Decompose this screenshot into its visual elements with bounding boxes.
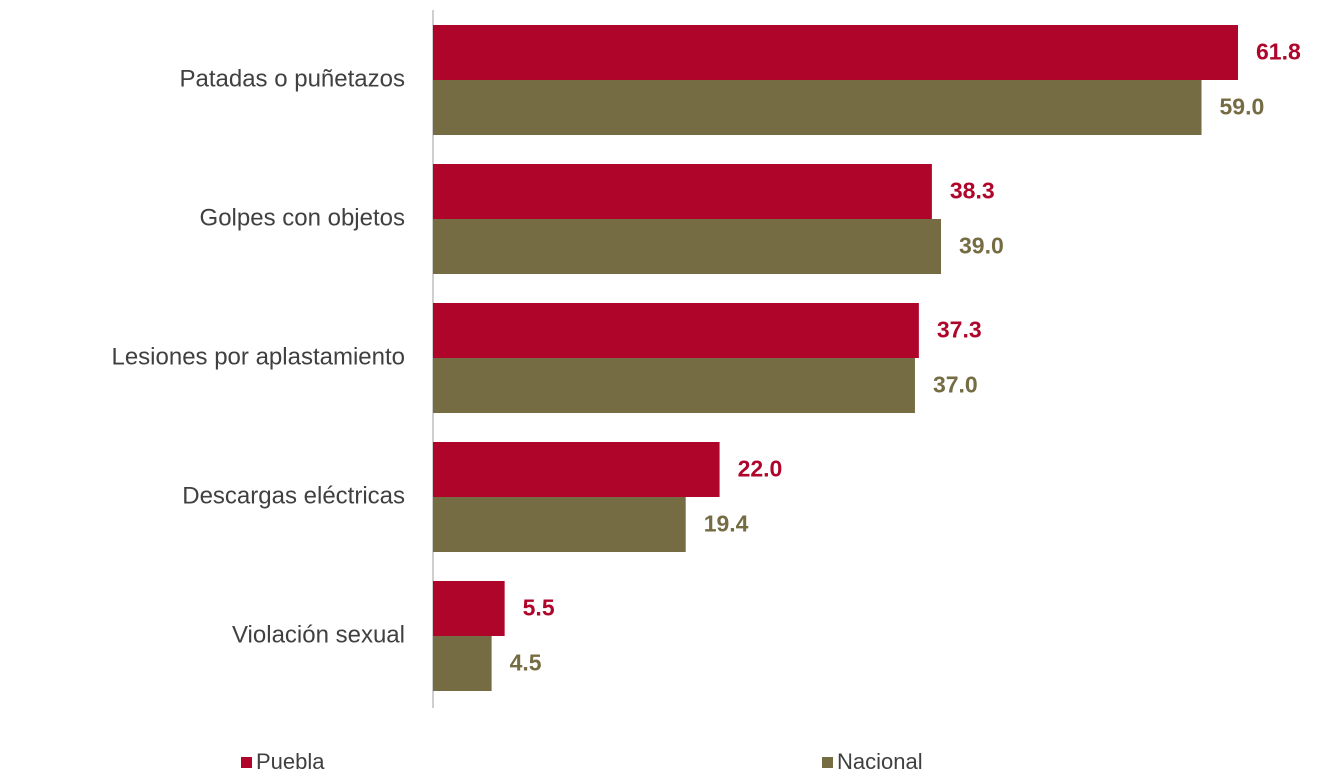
bar (433, 303, 919, 358)
data-label: 22.0 (738, 456, 783, 482)
data-label: 61.8 (1256, 39, 1301, 65)
legend-label: Puebla (256, 749, 325, 774)
legend-swatch (241, 757, 252, 768)
data-label: 4.5 (510, 650, 542, 676)
category-label: Violación sexual (232, 621, 405, 648)
data-label: 19.4 (704, 511, 749, 537)
legend-swatch (822, 757, 833, 768)
data-label: 5.5 (523, 595, 555, 621)
bar (433, 164, 932, 219)
bar (433, 442, 720, 497)
data-label: 38.3 (950, 178, 995, 204)
category-label: Golpes con objetos (200, 204, 405, 231)
bar (433, 219, 942, 274)
bar (433, 80, 1202, 135)
category-label: Patadas o puñetazos (179, 65, 405, 92)
category-label: Lesiones por aplastamiento (111, 343, 405, 370)
data-label: 37.0 (933, 372, 978, 398)
category-label: Descargas eléctricas (182, 482, 405, 509)
bar (433, 25, 1238, 80)
data-label: 59.0 (1220, 94, 1265, 120)
data-label: 37.3 (937, 317, 982, 343)
bar (433, 497, 686, 552)
bar (433, 581, 505, 636)
bar (433, 358, 915, 413)
data-label: 39.0 (959, 233, 1004, 259)
bar (433, 636, 492, 691)
legend-label: Nacional (837, 749, 923, 774)
